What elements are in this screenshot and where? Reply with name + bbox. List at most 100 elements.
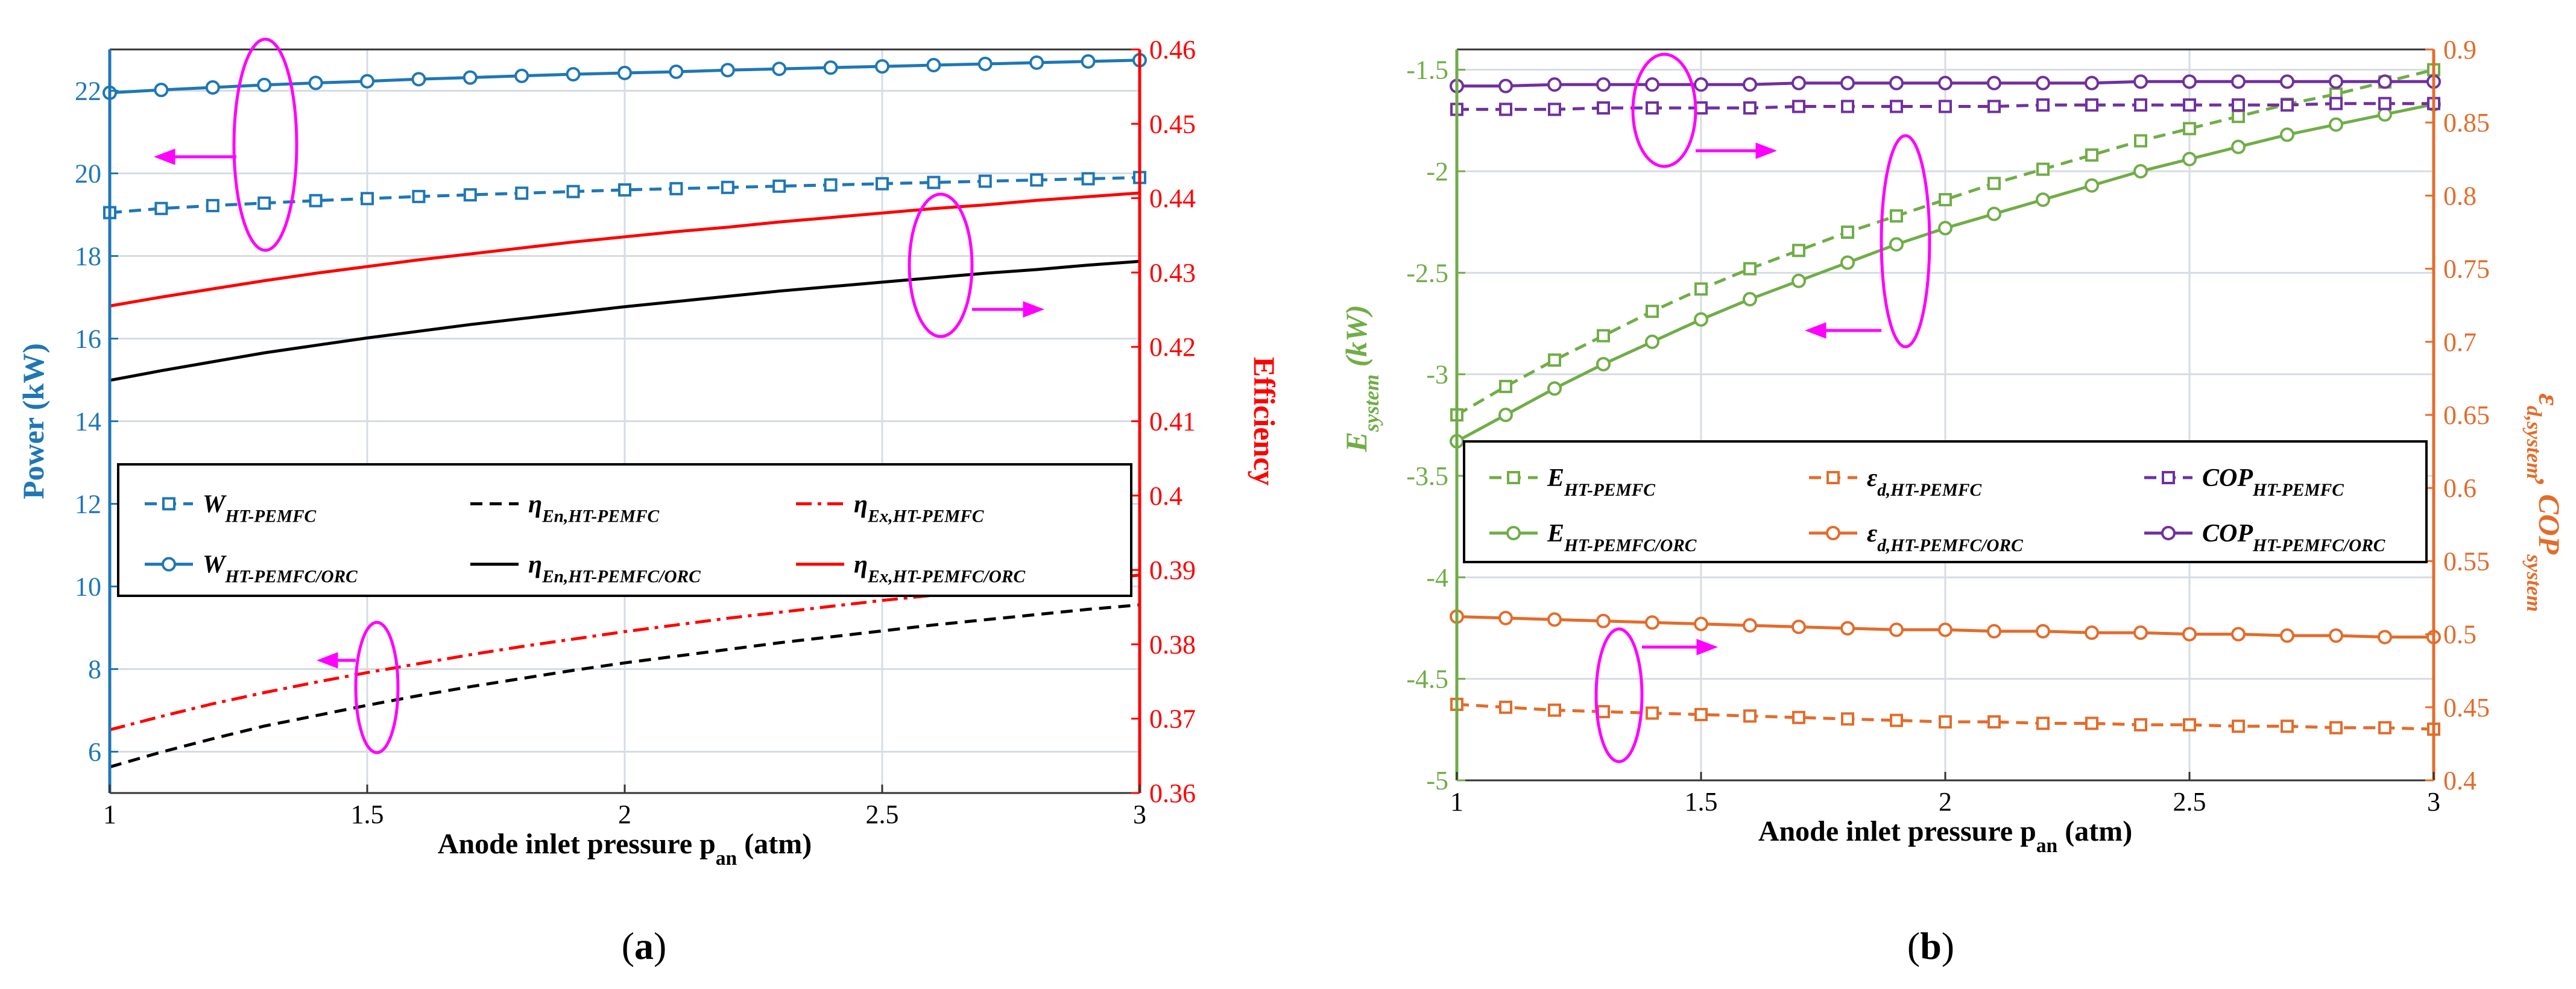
legend-label-part: COP [2202,520,2253,548]
legend-label: COPHT-PEMFC [2202,464,2344,500]
y-left-tick-label: 12 [75,490,101,519]
x-tick-label: 2 [1939,787,1952,817]
data-point [2182,151,2197,166]
legend-marker [162,497,175,511]
data-point [1743,292,1757,307]
legend: EHT-PEMFC εd,HT-PEMFC COPHT-PEMFCEHT-PEMFC… [1463,440,2428,563]
data-point [1498,78,1513,93]
legend-label: WHT-PEMFC [203,490,317,526]
data-point [257,77,272,92]
data-point [1498,610,1513,625]
data-point [669,182,683,195]
y-left-tick-label: -3.5 [1406,461,1448,491]
legend-label-part: HT-PEMFC/ORC [2252,536,2385,555]
series-5 [109,191,1140,308]
data-point [2036,192,2050,207]
annotation-ellipse [1631,52,1697,168]
data-point [1646,706,1659,720]
data-point [772,179,786,193]
legend-marker [1826,471,1840,484]
data-point [154,83,169,98]
data-point [1792,75,1806,90]
legend-label: WHT-PEMFC/ORC [203,551,358,587]
y-right-tick-label: 0.65 [2443,400,2490,430]
legend-label-part: Ex,HT-PEMFC [867,507,984,526]
data-point [205,80,220,95]
legend-label: ηEn,HT-PEMFC/ORC [528,551,701,587]
legend: WHT-PEMFC ηEn,HT-PEMFC ηEx,HT-PEMFCWHT-PEM… [117,463,1132,597]
x-tick-label: 1.5 [351,800,384,829]
x-axis-label-part: an [2036,835,2058,857]
y-right-tick-label: 0.39 [1149,555,1196,585]
data-point [2281,719,2294,733]
data-point [308,75,323,90]
data-point [2280,628,2294,643]
data-point [1938,622,1953,637]
data-point [1939,100,1952,113]
y-right-label-part: , COP [2533,478,2566,554]
legend-label: εd,HT-PEMFC/ORC [1867,520,2023,555]
legend-label-part: HT-PEMFC [224,507,316,526]
data-point [2085,75,2099,90]
data-point [2085,625,2099,640]
annotation-ellipse [354,621,400,754]
x-axis-label-part: p [699,828,716,860]
data-point [1987,177,2001,191]
data-point [1889,237,1904,252]
x-tick-label: 2.5 [2173,787,2206,817]
y-right-tick-label: 0.85 [2443,108,2490,137]
data-point [876,177,889,191]
data-point [1547,612,1562,627]
data-point [1646,305,1659,318]
y-right-tick-label: 0.75 [2443,254,2490,284]
data-point [2329,96,2343,110]
y-right-tick-label: 0.45 [1149,109,1196,139]
data-point [514,68,529,83]
data-point [875,59,889,74]
y-left-label-part: system [1360,374,1383,432]
y-left-tick-label: 14 [75,407,101,437]
data-point [1987,624,2001,639]
data-point [2280,127,2294,142]
data-point [2232,98,2245,112]
data-point [669,64,684,79]
legend-label: ηEx,HT-PEMFC [854,490,984,526]
legend-marker [1826,526,1840,540]
data-point [1596,77,1611,92]
arrow-right-head [1023,301,1044,318]
series-2 [1450,697,2440,736]
data-point [978,174,992,188]
x-axis-label-part: p [2020,815,2036,847]
data-point [2036,98,2050,112]
legend-label-part: En,HT-PEMFC/ORC [541,567,701,587]
data-point [2133,74,2148,89]
y-left-tick-label: 18 [75,242,101,271]
data-point [1645,77,1659,92]
data-point [2134,134,2147,148]
data-point [2329,721,2343,735]
legend-label-part: En,HT-PEMFC [541,507,659,526]
data-point [2133,625,2148,640]
data-point [926,58,941,73]
data-point [1890,713,1903,727]
y-left-label-part: (kW) [1339,305,1373,374]
y-right-tick-label: 0.45 [2443,693,2490,722]
y-right-tick-label: 0.37 [1149,704,1196,734]
data-point [2036,75,2050,90]
data-point [1939,715,1952,729]
legend-marker [2162,471,2175,484]
data-point [206,198,219,212]
data-point [1694,282,1708,296]
x-axis-label-part: Anode inlet pressure [1758,815,2020,847]
y-left-tick-label: -4 [1426,563,1448,592]
legend-marker [162,557,176,572]
series-5 [1450,74,2441,93]
legend-label: εd,HT-PEMFC [1867,464,1981,500]
data-point [1499,103,1512,116]
data-point [1597,101,1610,115]
data-point [1987,715,2001,729]
y-right-label: εd,system, COPsystem [2523,393,2567,611]
y-left-tick-label: -2.5 [1406,258,1448,288]
x-axis-label: Anode inlet pressure pan (atm) [1758,815,2132,857]
y-right-tick-label: 0.6 [2443,473,2477,503]
